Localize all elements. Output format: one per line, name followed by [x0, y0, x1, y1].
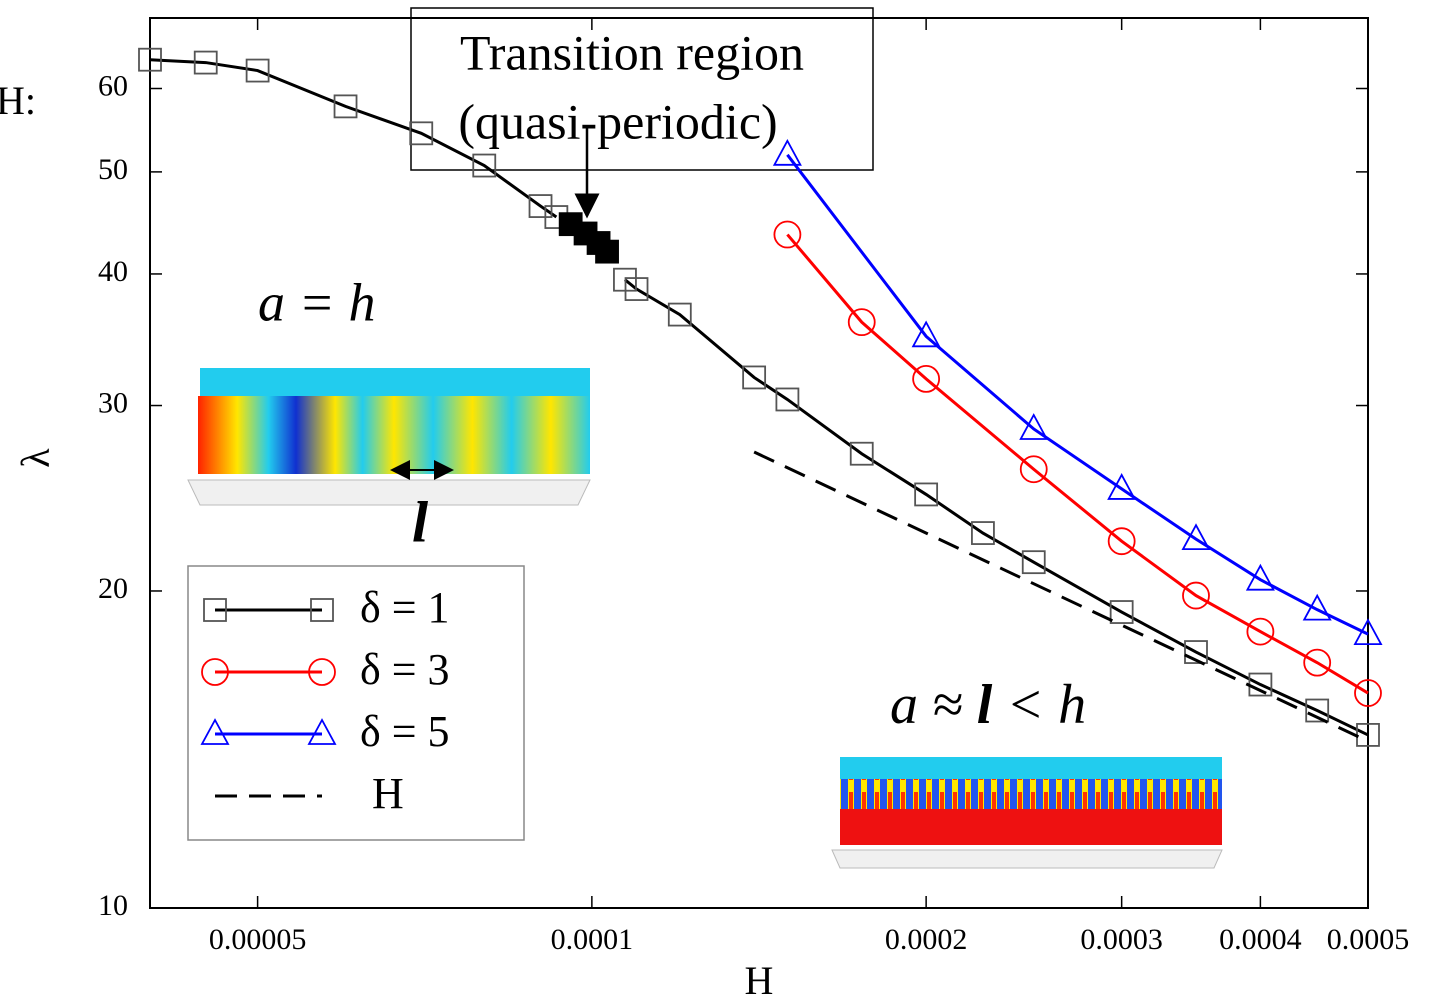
x-axis-label: H — [745, 958, 774, 1003]
marker — [914, 482, 939, 507]
x-tick-label: 0.0005 — [1327, 923, 1410, 956]
thumbnail-2 — [840, 779, 1222, 809]
y-axis-label: λ — [13, 448, 58, 468]
x-tick-label: 0.00005 — [209, 923, 307, 956]
legend-label: δ = 1 — [360, 583, 450, 632]
marker — [971, 521, 995, 545]
legend-marker — [310, 598, 334, 622]
marker — [624, 277, 649, 301]
annotation-title: (quasi-periodic) — [458, 93, 777, 149]
marker — [1305, 698, 1330, 723]
marker — [667, 302, 692, 327]
legend-label: δ = 5 — [360, 707, 450, 756]
marker — [1021, 550, 1046, 575]
legend-label: δ = 1 — [360, 583, 450, 632]
legend-marker — [203, 598, 227, 622]
thumbnails — [150, 18, 1369, 909]
marker — [245, 58, 270, 83]
marker — [472, 153, 497, 178]
marker — [595, 239, 619, 264]
legend-marker — [307, 718, 337, 745]
marker — [911, 320, 941, 348]
marker — [849, 441, 874, 466]
marker — [1184, 640, 1208, 664]
marker — [138, 47, 162, 72]
thumbnail-1 — [198, 396, 590, 474]
annotation: a ≈ — [890, 674, 977, 736]
x-tick-label: 0.0001 — [551, 923, 634, 956]
marker — [772, 138, 802, 166]
marker — [742, 365, 767, 390]
marker — [1246, 617, 1275, 646]
legend-label: H — [372, 769, 404, 818]
marker — [1107, 473, 1137, 500]
legend-marker — [308, 658, 336, 686]
marker — [847, 308, 876, 337]
marker — [1019, 413, 1049, 440]
y-tick-label: 50 — [98, 153, 128, 186]
x-tick-label: 0.0004 — [1219, 923, 1302, 956]
marker — [912, 364, 941, 393]
annotation: a ≈ l < h — [890, 674, 1086, 736]
marker — [1019, 455, 1048, 484]
annotation-box — [410, 7, 874, 171]
legend-marker — [200, 718, 230, 745]
legend-label: δ = 3 — [360, 645, 450, 694]
thumbnail-top — [840, 757, 1222, 779]
marker — [1353, 618, 1383, 646]
marker — [1182, 581, 1210, 610]
legend-label: δ = 5 — [360, 707, 450, 756]
thumbnail-top — [200, 368, 590, 396]
legend — [187, 565, 525, 841]
y-tick-label: 30 — [98, 386, 128, 419]
legend-marker — [201, 658, 229, 686]
plot-frame — [149, 17, 1369, 909]
x-tick-label: 0.0003 — [1080, 923, 1163, 956]
marker — [773, 220, 802, 249]
marker — [1354, 679, 1382, 707]
series-line — [786, 233, 1369, 695]
annotation: < h — [992, 674, 1086, 736]
y-tick-label: 10 — [98, 889, 128, 922]
marker — [333, 94, 358, 119]
legend-label: δ = 3 — [360, 645, 450, 694]
x-tick-label: 0.0002 — [885, 923, 968, 956]
marker — [409, 121, 434, 146]
annotation: l — [412, 489, 429, 554]
y-tick-label: 40 — [98, 255, 128, 288]
thumbnail-bottom — [840, 809, 1222, 845]
thumbnail-base — [831, 849, 1223, 869]
marker — [193, 50, 218, 75]
thumbnail-base — [187, 479, 591, 506]
marker — [1302, 593, 1332, 621]
marker — [1245, 563, 1275, 591]
marker — [1109, 600, 1134, 624]
annotation-title: Transition region — [460, 24, 804, 80]
marker — [1181, 523, 1211, 551]
annotation: l — [977, 674, 993, 736]
series-line — [753, 450, 1369, 743]
marker — [1107, 527, 1136, 556]
cropped-text: H: — [0, 78, 36, 123]
marker — [775, 387, 800, 412]
annotation: a = h — [258, 272, 375, 332]
marker — [1303, 648, 1332, 677]
y-tick-label: 60 — [98, 69, 128, 102]
legend-label: H — [372, 769, 404, 818]
y-tick-label: 20 — [98, 572, 128, 605]
series-line — [786, 153, 1369, 636]
